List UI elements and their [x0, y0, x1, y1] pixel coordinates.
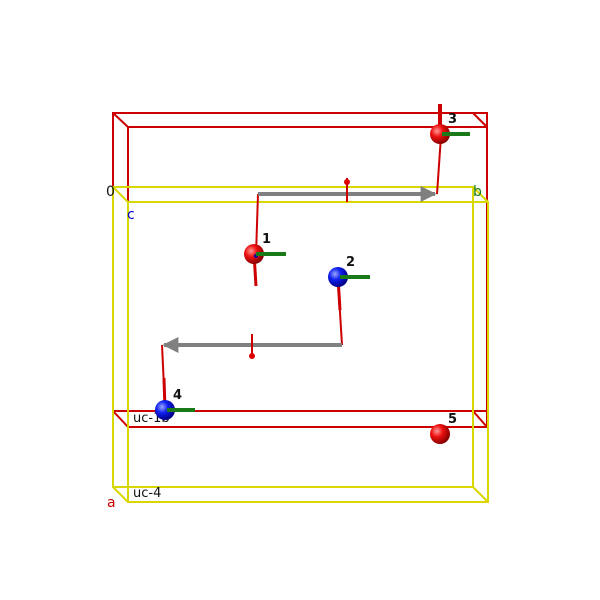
axis-a-label: a — [107, 495, 116, 511]
atom-5[interactable]: 5 — [430, 412, 457, 444]
atom-4-label: 4 — [173, 388, 182, 403]
cell-label-lower: uc-4 — [133, 486, 161, 501]
atom-2[interactable]: 2 — [328, 255, 370, 311]
atom-1-label: 1 — [262, 232, 271, 247]
yellow-unit-cell — [112, 186, 489, 503]
atom-3-label: 3 — [448, 112, 457, 127]
atom-4[interactable]: 4 — [155, 377, 195, 420]
atom-3[interactable]: 3 — [430, 104, 470, 144]
atom-5-label: 5 — [448, 412, 457, 427]
axis-c-label: c — [127, 207, 135, 223]
axis-origin-label: 0 — [106, 184, 115, 200]
atom-2-label: 2 — [346, 255, 355, 270]
spin-path-lower — [161, 279, 343, 409]
spin-path-top — [255, 135, 442, 256]
red-unit-cell — [112, 112, 488, 428]
atom-1[interactable]: 1 — [244, 232, 286, 287]
axis-b-label: b — [473, 184, 482, 200]
